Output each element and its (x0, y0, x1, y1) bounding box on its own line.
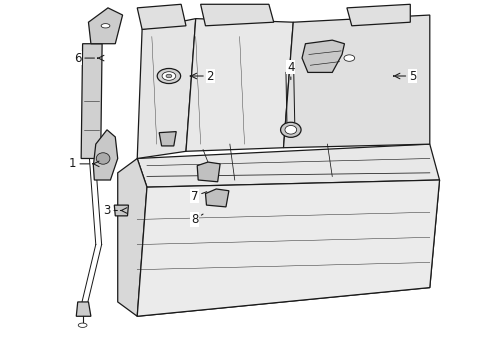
Polygon shape (137, 144, 439, 187)
Ellipse shape (101, 24, 110, 28)
Text: 6: 6 (74, 51, 94, 64)
Polygon shape (205, 189, 228, 207)
Polygon shape (137, 180, 439, 316)
Polygon shape (283, 15, 429, 148)
Ellipse shape (96, 153, 110, 164)
Ellipse shape (78, 323, 87, 327)
Text: 8: 8 (191, 213, 203, 226)
Polygon shape (114, 205, 128, 216)
Ellipse shape (157, 68, 180, 84)
Polygon shape (81, 44, 102, 158)
Polygon shape (159, 132, 176, 146)
Polygon shape (185, 19, 293, 151)
Polygon shape (137, 180, 439, 316)
Polygon shape (137, 4, 185, 30)
Ellipse shape (343, 55, 354, 61)
Text: 1: 1 (69, 157, 89, 170)
Ellipse shape (280, 122, 301, 137)
Polygon shape (88, 8, 122, 44)
Polygon shape (197, 162, 220, 182)
Text: 5: 5 (395, 69, 416, 82)
Text: 7: 7 (191, 190, 206, 203)
Polygon shape (76, 302, 91, 316)
Polygon shape (93, 130, 118, 180)
Ellipse shape (165, 74, 171, 78)
Ellipse shape (285, 126, 296, 134)
Ellipse shape (162, 72, 175, 80)
Text: 4: 4 (286, 60, 294, 80)
Polygon shape (200, 4, 273, 26)
Text: 3: 3 (103, 204, 117, 217)
Polygon shape (302, 40, 344, 72)
Text: 2: 2 (192, 69, 214, 82)
Polygon shape (118, 158, 147, 316)
Polygon shape (137, 19, 195, 158)
Polygon shape (346, 4, 409, 26)
